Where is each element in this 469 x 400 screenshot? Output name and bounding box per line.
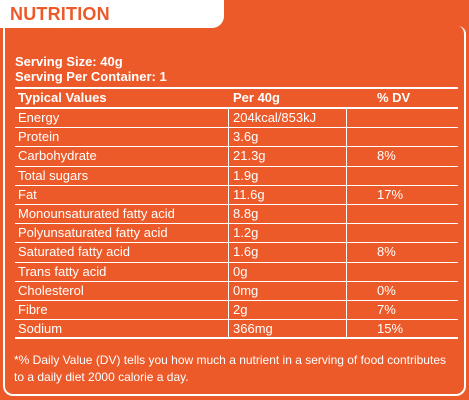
nutrient-name: Fat <box>15 185 229 204</box>
nutrient-dv <box>347 128 458 146</box>
nutrient-name: Polyunsaturated fatty acid <box>15 224 229 243</box>
table-row: Sodium 366mg 15% <box>15 320 458 340</box>
nutrient-name: Sodium <box>15 320 229 338</box>
table-row: Total sugars 1.9g <box>15 166 458 186</box>
nutrient-dv <box>347 263 458 281</box>
nutrient-amount: 1.9g <box>229 166 347 185</box>
nutrient-amount: 204kcal/853kJ <box>229 109 347 128</box>
table-row: Monounsaturated fatty acid 8.8g <box>15 204 458 225</box>
page-title: NUTRITION INFORMATION <box>10 4 138 45</box>
nutrient-name: Total sugars <box>15 166 229 185</box>
nutrient-dv <box>347 167 458 185</box>
nutrient-name: Cholesterol <box>15 281 229 300</box>
table-row: Fat 11.6g 17% <box>15 185 458 205</box>
header-typical-values: Typical Values <box>18 90 107 105</box>
table-row: Carbohydrate 21.3g 8% <box>15 147 458 167</box>
nutrient-dv: 15% <box>377 321 404 337</box>
nutrient-amount: 2g <box>229 300 347 320</box>
nutrient-dv: 7% <box>377 301 396 317</box>
nutrient-name: Fibre <box>15 300 229 320</box>
nutrient-dv: 0% <box>377 282 396 298</box>
table-row: Trans fatty acid 0g <box>15 262 458 282</box>
dv-footnote: *% Daily Value (DV) tells you how much a… <box>14 353 446 384</box>
nutrient-name: Protein <box>15 128 229 147</box>
nutrient-name: Saturated fatty acid <box>15 243 229 262</box>
panel-border: Serving Size: 40g Serving Per Container:… <box>3 26 466 396</box>
header-dv: % DV <box>377 90 411 105</box>
header-per-40g: Per 40g <box>233 90 280 105</box>
nutrient-amount: 1.6g <box>229 243 347 262</box>
nutrient-amount: 8.8g <box>229 204 347 224</box>
nutrition-table: Typical Values Per 40g % DV Energy 204kc… <box>15 87 458 340</box>
table-row: Protein 3.6g <box>15 128 458 148</box>
nutrient-dv <box>347 205 458 223</box>
nutrient-amount: 3.6g <box>229 128 347 147</box>
table-row: Saturated fatty acid 1.6g 8% <box>15 243 458 263</box>
serving-size: Serving Size: 40g <box>15 54 123 69</box>
nutrient-amount: 0g <box>229 262 347 281</box>
nutrient-dv <box>347 224 458 242</box>
nutrient-name: Energy <box>15 109 229 128</box>
nutrient-dv: 17% <box>377 186 404 202</box>
serving-per-container: Serving Per Container: 1 <box>15 69 167 84</box>
nutrient-amount: 0mg <box>229 281 347 300</box>
table-row: Cholesterol 0mg 0% <box>15 281 458 301</box>
table-row: Energy 204kcal/853kJ <box>15 109 458 129</box>
table-header: Typical Values Per 40g % DV <box>15 89 458 109</box>
table-row: Fibre 2g 7% <box>15 300 458 321</box>
nutrient-amount: 366mg <box>229 320 347 338</box>
table-row: Polyunsaturated fatty acid 1.2g <box>15 224 458 244</box>
title-tab: NUTRITION INFORMATION <box>0 0 224 45</box>
nutrient-amount: 21.3g <box>229 147 347 166</box>
nutrient-name: Carbohydrate <box>15 147 229 166</box>
nutrient-name: Monounsaturated fatty acid <box>15 204 229 224</box>
nutrient-dv: 8% <box>377 148 396 164</box>
nutrient-amount: 1.2g <box>229 224 347 243</box>
nutrient-amount: 11.6g <box>229 185 347 204</box>
nutrient-dv <box>347 109 458 127</box>
nutrient-name: Trans fatty acid <box>15 262 229 281</box>
nutrient-dv: 8% <box>377 244 396 260</box>
